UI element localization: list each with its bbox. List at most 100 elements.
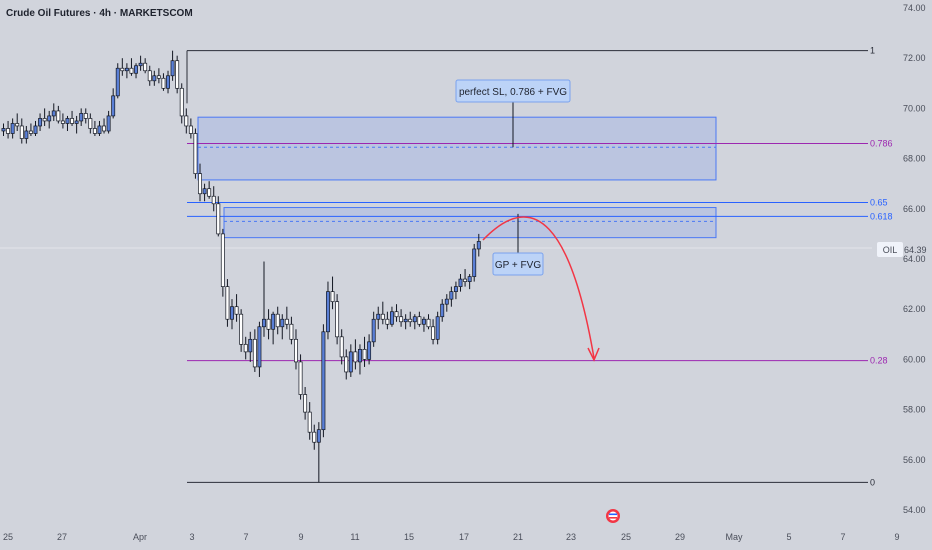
candle-body [467,276,472,282]
candle-body [88,118,93,129]
candle-body [102,125,106,132]
x-tick-label: 15 [404,532,414,542]
y-tick-label: 68.00 [903,154,926,164]
last-price-label: 64.39 [904,245,927,255]
candle-body [431,326,436,340]
fib-level-label: 0.618 [870,211,893,221]
candle-body [280,318,285,328]
candle-body [421,318,426,325]
candle-body [138,62,143,67]
candle-body [129,67,134,74]
candle-body [326,291,330,333]
x-tick-label: 17 [459,532,469,542]
candle-body [440,303,445,318]
y-tick-label: 58.00 [903,405,926,415]
fib-level-label: 0 [870,477,875,487]
fib-level-label: 1 [870,46,875,56]
candle-body [106,115,111,132]
y-tick-label: 74.00 [903,3,926,13]
candle-body [193,133,198,175]
y-tick-label: 72.00 [903,53,926,63]
fib-level-label: 0.65 [870,198,888,208]
candle-body [216,203,221,235]
candle-body [303,394,308,413]
candle-body [15,123,20,127]
candle-body [453,286,458,292]
candle-body [463,278,468,282]
candle-body [307,411,312,433]
candle-body [115,67,120,97]
x-tick-label: 27 [57,532,67,542]
candle-body [266,318,271,330]
fvg-zone[interactable] [197,116,717,181]
candle-body [417,316,422,325]
x-tick-label: Apr [133,532,147,542]
candle-body [143,62,148,72]
candle-body [47,115,52,122]
candle-body [179,87,184,117]
candle-body [175,60,180,89]
x-tick-label: 3 [189,532,194,542]
y-tick-label: 66.00 [903,204,926,214]
callout-text: GP + FVG [495,260,541,271]
candle-body [458,278,463,287]
candle-body [120,67,125,72]
candle-body [83,113,88,119]
candle-body [321,331,326,431]
candle-body [435,316,440,340]
candle-body [65,118,70,124]
fib-layer: 1 0.786 0.65 0.618 0.28 0 [186,46,893,487]
candle-body [24,130,29,139]
candle-body [358,349,362,363]
zones-layer [197,116,717,239]
candle-body [262,318,266,328]
candle-body [161,77,166,89]
symbol-badge [877,242,903,257]
candle-body [385,318,390,325]
candle-body [275,313,280,328]
projection-arc[interactable] [482,216,595,359]
candle-body [220,233,225,287]
candle-body [28,130,33,134]
symbol-label: OIL [883,245,898,255]
flag-icon[interactable] [606,509,620,523]
candle-body [152,75,157,82]
y-tick-label: 60.00 [903,354,926,364]
candle-body [399,316,404,323]
candle-body [472,248,477,277]
candle-body [394,311,399,318]
candle-body [271,313,276,330]
chart-title: Crude Oil Futures · 4h · MARKETSCOM [6,8,193,19]
y-tick-label: 62.00 [903,304,926,314]
candle-body [202,188,207,195]
candle-body [111,95,116,117]
last-price-tag[interactable]: OIL 64.39 [877,242,927,257]
y-tick-label: 56.00 [903,455,926,465]
callout-box[interactable] [492,252,544,276]
candle-body [243,343,248,353]
candle-body [42,118,47,122]
candle-body [60,120,65,124]
candle-body [316,429,321,443]
candle-body [1,128,6,132]
candle-body [284,318,289,325]
candle-body [70,118,74,124]
candle-body [207,188,212,197]
candle-body [376,313,381,320]
callout-box[interactable] [455,79,571,103]
candle-body [198,173,202,195]
candle-body [92,128,97,134]
y-tick-label: 54.00 [903,505,926,515]
candle-body [248,338,253,353]
x-tick-label: 29 [675,532,685,542]
candle-body [426,318,431,328]
candles-layer [1,50,481,483]
candle-body [412,316,417,323]
candle-body [33,125,38,134]
fib-level-label: 0.786 [870,139,893,149]
candle-body [239,313,244,345]
candle-body [51,110,56,117]
candle-body [6,128,11,134]
fvg-zone[interactable] [223,207,717,239]
